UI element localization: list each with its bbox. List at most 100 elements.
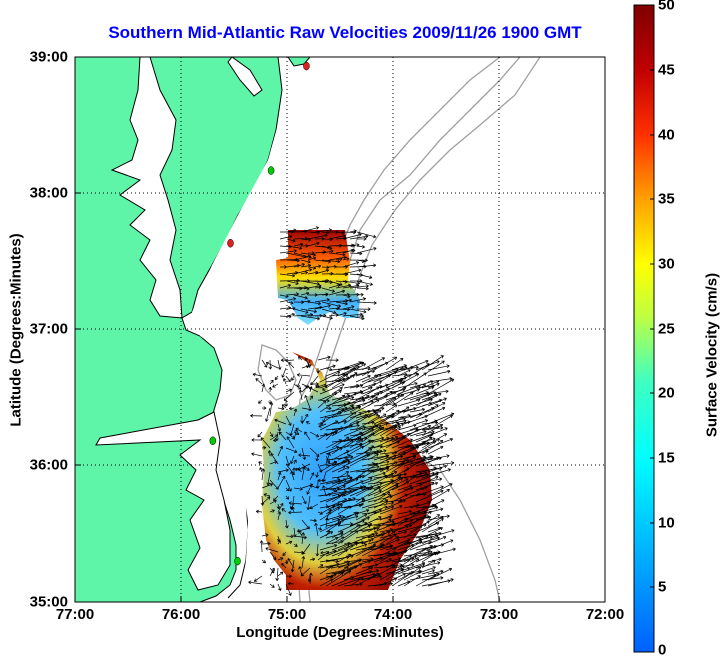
velocity-vector [293, 535, 307, 540]
velocity-vector [427, 514, 450, 521]
velocity-vector [301, 363, 312, 369]
velocity-vector [356, 244, 365, 249]
velocity-vector [337, 524, 361, 539]
velocity-vector [337, 420, 360, 431]
velocity-vector [356, 237, 367, 241]
velocity-vector [319, 565, 334, 575]
velocity-vector [285, 455, 291, 467]
x-tick-label: 73:00 [479, 606, 519, 623]
velocity-vector [391, 416, 404, 425]
velocity-vector [309, 484, 319, 489]
velocity-vector [421, 518, 444, 533]
velocity-vector [290, 455, 295, 464]
velocity-vector [314, 285, 322, 290]
velocity-vector [277, 511, 282, 521]
velocity-vector [331, 465, 346, 473]
velocity-vector [421, 569, 435, 575]
velocity-vector [300, 271, 308, 275]
velocity-vector [409, 540, 432, 551]
velocity-vector [373, 505, 395, 515]
velocity-vector [319, 371, 341, 383]
velocity-vector [373, 470, 398, 485]
velocity-vector [331, 474, 350, 479]
velocity-vector [421, 433, 448, 449]
velocity-vector [285, 415, 292, 426]
velocity-vector [361, 426, 385, 443]
velocity-vector [379, 380, 406, 395]
velocity-vector [280, 358, 287, 362]
velocity-vector [385, 435, 406, 449]
velocity-vector [403, 372, 427, 389]
velocity-vector [325, 390, 342, 401]
x-tick-label: 72:00 [585, 606, 625, 623]
velocity-vector [349, 516, 370, 527]
velocity-vector [337, 553, 351, 563]
velocity-vector [397, 538, 411, 545]
velocity-vector [301, 463, 310, 471]
velocity-vector [403, 448, 429, 461]
velocity-vector [379, 391, 397, 401]
velocity-vector [325, 536, 339, 545]
velocity-vector [349, 229, 357, 233]
velocity-vector [321, 230, 330, 235]
velocity-vector [314, 304, 331, 310]
velocity-vector [355, 513, 368, 521]
velocity-vector [261, 496, 271, 505]
velocity-vector [343, 522, 368, 539]
velocity-vector [409, 472, 439, 485]
velocity-vector [321, 249, 334, 254]
velocity-vector [331, 536, 345, 545]
velocity-vector [290, 470, 295, 481]
velocity-vector [301, 556, 306, 569]
velocity-vector [298, 530, 303, 537]
velocity-vector [263, 493, 271, 497]
velocity-vector [415, 473, 429, 479]
velocity-vector [265, 361, 279, 369]
velocity-vector [328, 283, 341, 289]
velocity-vector [403, 373, 420, 383]
velocity-vector [277, 557, 284, 561]
velocity-vector [269, 379, 274, 385]
velocity-vector [361, 543, 385, 557]
velocity-vector [258, 461, 263, 465]
velocity-vector [427, 437, 454, 449]
velocity-vector [293, 550, 305, 555]
velocity-vector [361, 543, 377, 551]
velocity-vector [301, 466, 306, 481]
velocity-vector [349, 439, 364, 449]
velocity-vector [300, 226, 319, 233]
velocity-vector [322, 485, 327, 497]
velocity-vector [261, 359, 268, 368]
velocity-vector [403, 515, 430, 527]
velocity-vector [349, 308, 367, 314]
velocity-vector [277, 475, 286, 489]
velocity-vector [300, 415, 304, 424]
velocity-vector [427, 369, 451, 377]
velocity-vector [286, 280, 299, 285]
pamlico-sound [95, 411, 231, 591]
velocity-vector [288, 510, 303, 515]
velocity-vector [319, 377, 346, 389]
velocity-vector [421, 426, 444, 431]
x-axis-label: Longitude (Degrees:Minutes) [236, 624, 444, 641]
velocity-vector [331, 367, 357, 383]
velocity-vector [325, 503, 332, 512]
velocity-vector [427, 415, 453, 431]
velocity-vector [290, 559, 295, 573]
velocity-vector [335, 311, 347, 317]
velocity-vector [409, 550, 431, 563]
velocity-vector [261, 445, 267, 450]
velocity-vector [349, 394, 370, 407]
velocity-vector [319, 578, 334, 587]
velocity-vector [355, 486, 381, 503]
velocity-vector [331, 387, 343, 395]
velocity-vector [321, 259, 341, 264]
velocity-vector [279, 249, 297, 254]
velocity-vector [385, 358, 404, 371]
velocity-vector [361, 516, 382, 527]
chesapeake-bay [110, 57, 183, 319]
velocity-vector [361, 422, 389, 437]
velocity-vector [307, 301, 321, 306]
velocity-vector [367, 453, 379, 461]
velocity-vector [427, 378, 455, 395]
